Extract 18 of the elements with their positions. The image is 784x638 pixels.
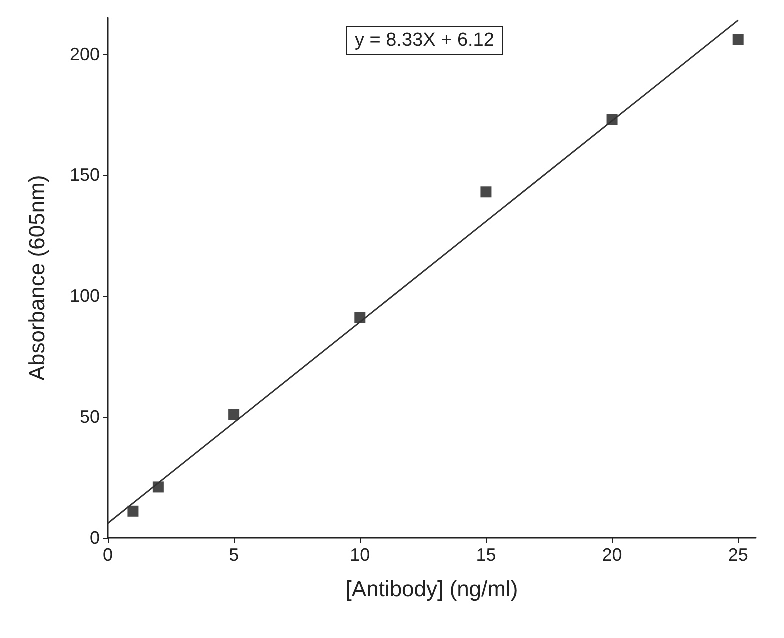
x-axis-title: [Antibody] (ng/ml) xyxy=(346,576,518,602)
y-tick-label: 200 xyxy=(70,44,100,64)
y-axis-title: Absorbance (605nm) xyxy=(24,175,50,381)
point xyxy=(128,506,139,517)
x-tick-label: 25 xyxy=(728,545,748,565)
y-tick-label: 150 xyxy=(70,165,100,186)
x-tick-label: 0 xyxy=(102,545,114,565)
x-tick-label: 20 xyxy=(602,545,622,565)
point xyxy=(228,409,240,420)
x-tick-label: 15 xyxy=(476,545,496,565)
y-tick-label: 50 xyxy=(80,407,100,428)
point xyxy=(732,34,744,46)
y-tick-label: 0 xyxy=(90,528,100,548)
y-tick-label: 100 xyxy=(70,286,100,306)
x-tick-label: 5 xyxy=(229,545,240,565)
point xyxy=(480,186,492,198)
x-tick-label: 10 xyxy=(350,545,370,565)
annotation: y = 8.33X + 6.12 xyxy=(355,30,494,51)
